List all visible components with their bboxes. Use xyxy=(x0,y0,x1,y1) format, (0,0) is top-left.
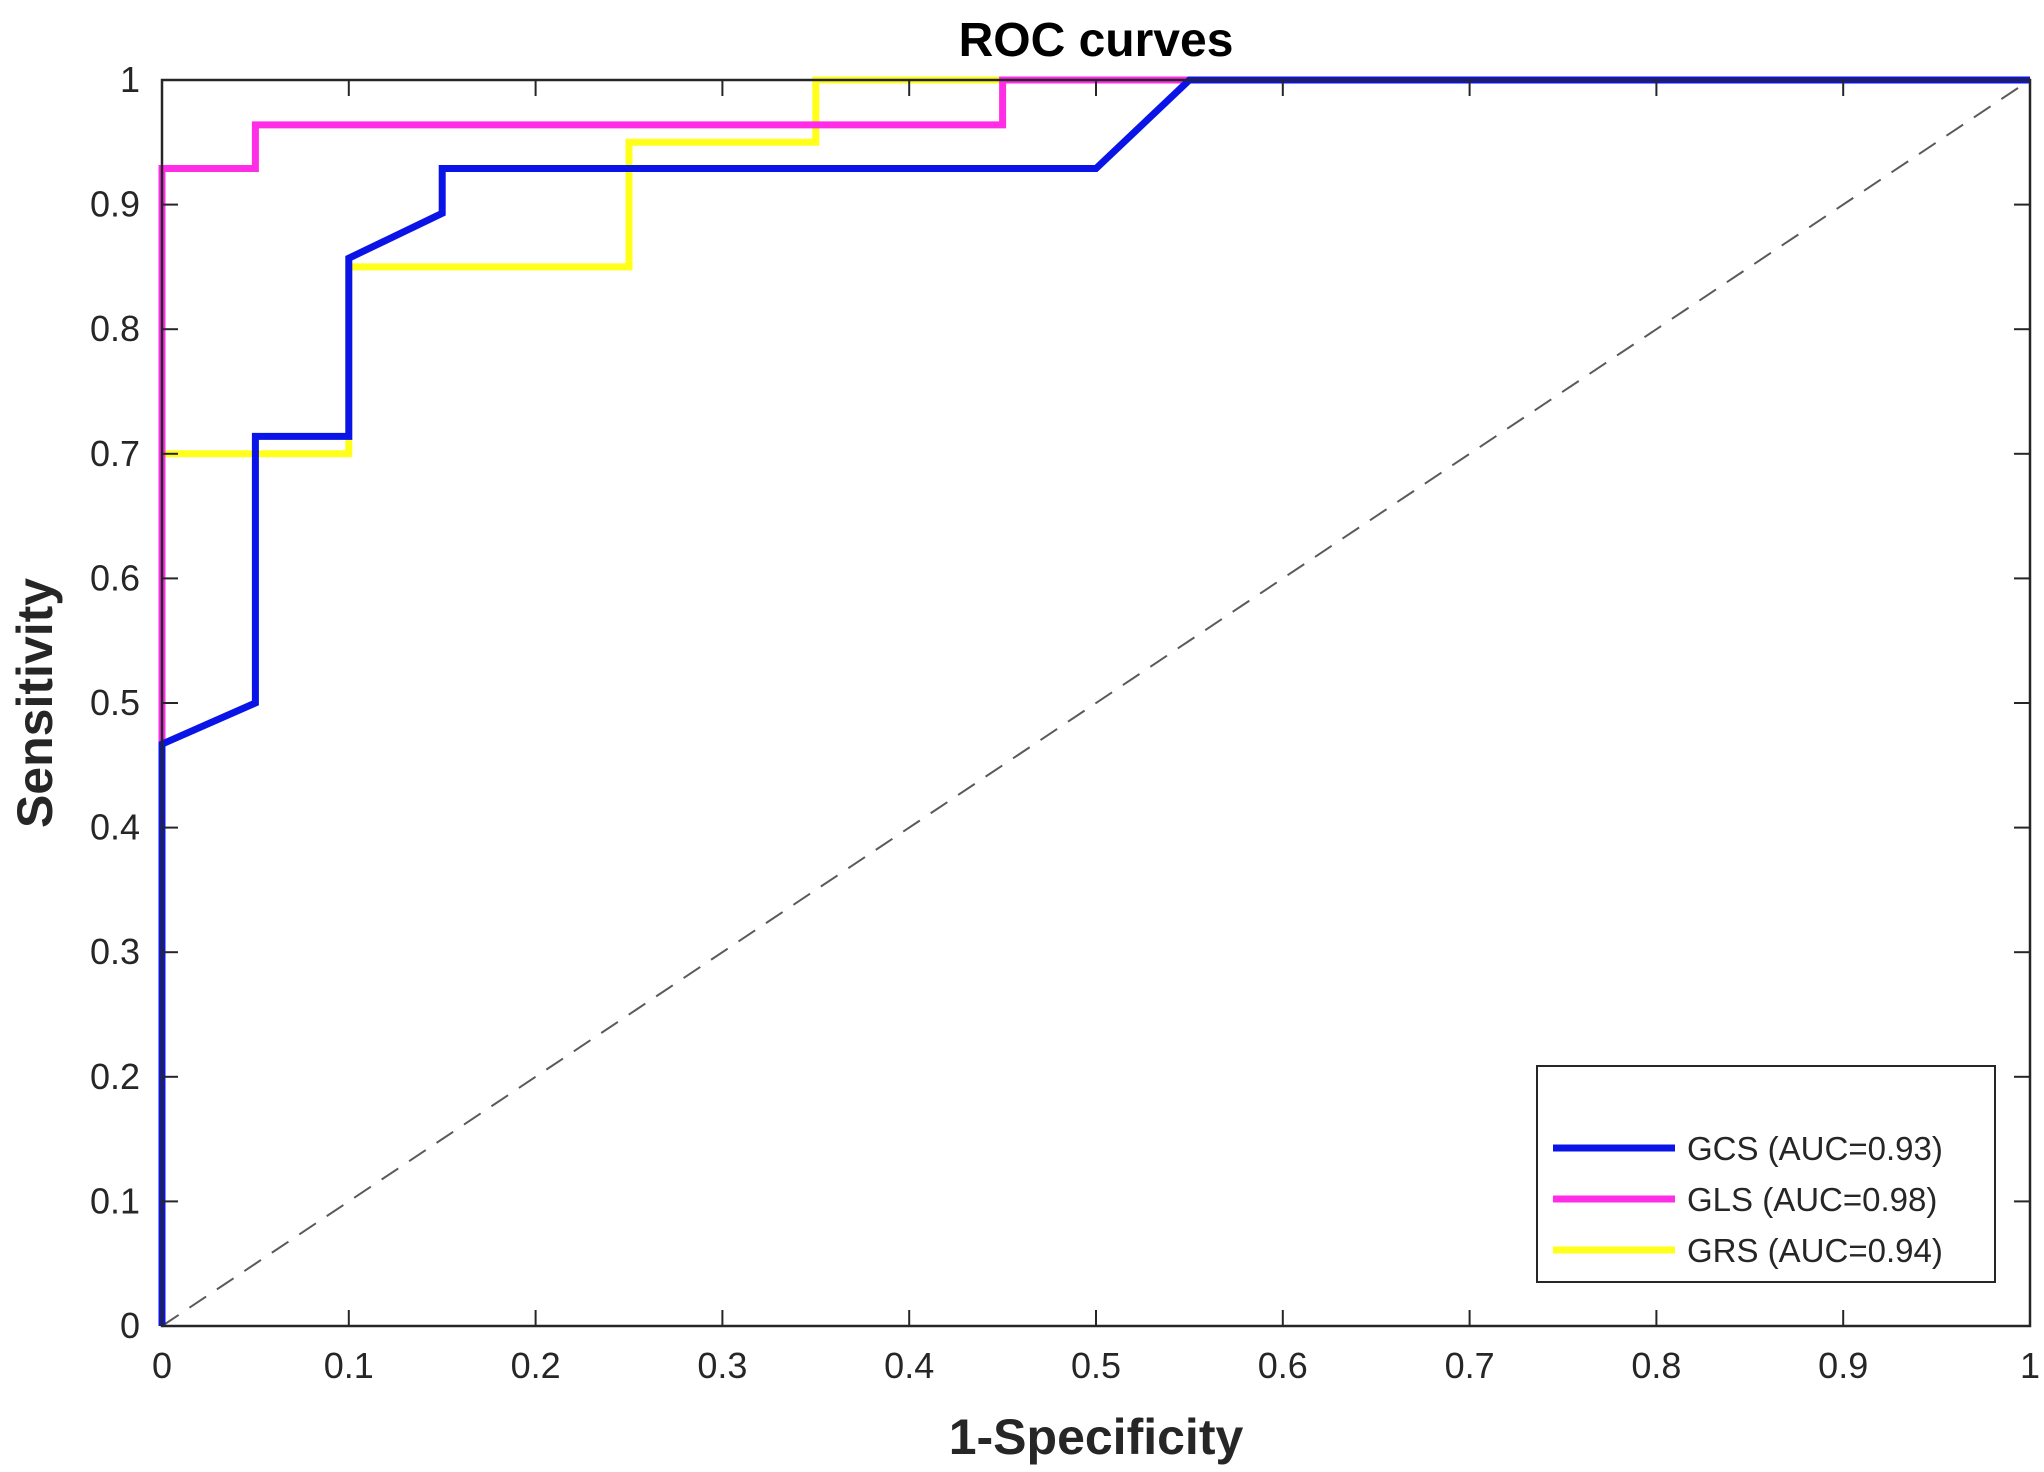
y-tick-group: 0 0.1 0.2 0.3 0.4 0.5 0.6 0.7 0.8 0.9 1 xyxy=(90,59,2030,1346)
x-axis-label: 1-Specificity xyxy=(949,1409,1244,1465)
y-tick-label: 0.7 xyxy=(90,433,140,474)
legend-box xyxy=(1536,1065,1996,1283)
x-tick-label: 0.3 xyxy=(697,1345,747,1386)
x-tick-label: 0 xyxy=(152,1345,172,1386)
y-tick-label: 0.3 xyxy=(90,931,140,972)
x-tick-label: 1 xyxy=(2020,1345,2040,1386)
legend-label-gls: GLS (AUC=0.98) xyxy=(1687,1181,1937,1218)
y-tick-label: 0.8 xyxy=(90,308,140,349)
y-tick-label: 0 xyxy=(120,1305,140,1346)
x-tick-label: 0.7 xyxy=(1445,1345,1495,1386)
legend: GCS (AUC=0.93) GLS (AUC=0.98) GRS (AUC=0.9… xyxy=(1536,1065,1996,1283)
x-tick-group: 0 0.1 0.2 0.3 0.4 0.5 0.6 0.7 0.8 0.9 1 xyxy=(152,80,2040,1386)
y-tick-label: 0.1 xyxy=(90,1180,140,1221)
x-tick-label: 0.2 xyxy=(511,1345,561,1386)
chart-title: ROC curves xyxy=(959,14,1234,67)
legend-label-grs: GRS (AUC=0.94) xyxy=(1687,1232,1943,1269)
y-tick-label: 0.2 xyxy=(90,1056,140,1097)
x-tick-label: 0.6 xyxy=(1258,1345,1308,1386)
legend-items: GCS (AUC=0.93) GLS (AUC=0.98) GRS (AUC=0.9… xyxy=(1553,1130,1943,1269)
reference-diagonal-line xyxy=(161,79,2031,1327)
x-tick-label: 0.9 xyxy=(1818,1345,1868,1386)
x-tick-label: 0.5 xyxy=(1071,1345,1121,1386)
x-tick-label: 0.8 xyxy=(1631,1345,1681,1386)
reference-line-group xyxy=(161,79,2031,1327)
y-axis-label: Sensitivity xyxy=(7,578,63,828)
series-line-gcs xyxy=(158,76,2030,1326)
y-tick-label: 1 xyxy=(120,59,140,100)
y-tick-label: 0.5 xyxy=(90,682,140,723)
y-tick-label: 0.9 xyxy=(90,184,140,225)
x-tick-label: 0.4 xyxy=(884,1345,934,1386)
y-tick-label: 0.4 xyxy=(90,807,140,848)
y-tick-label: 0.6 xyxy=(90,557,140,598)
x-tick-label: 0.1 xyxy=(324,1345,374,1386)
legend-label-gcs: GCS (AUC=0.93) xyxy=(1687,1130,1943,1167)
series-line-grs xyxy=(158,76,2030,1326)
